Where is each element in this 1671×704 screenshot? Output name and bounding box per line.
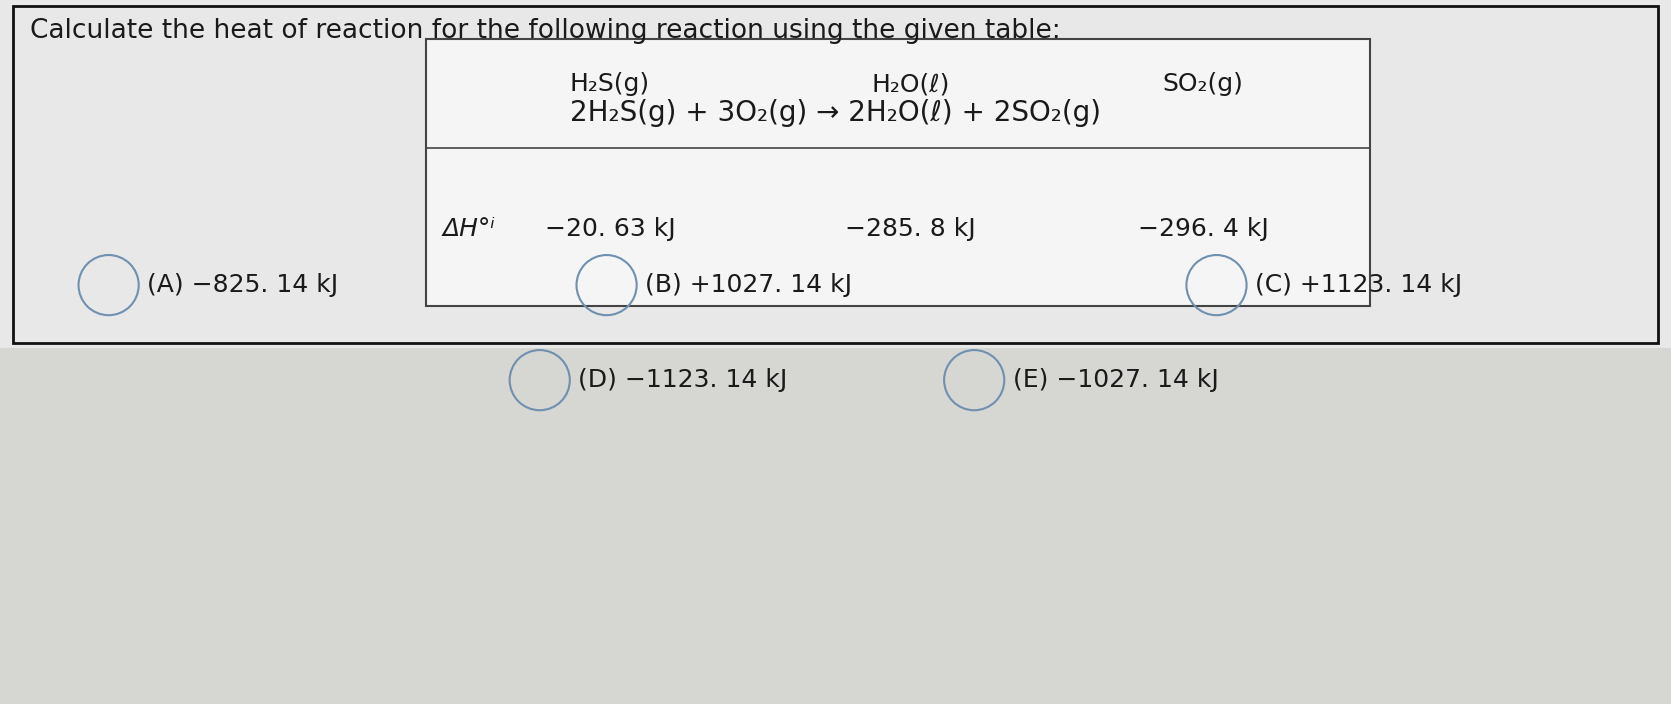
Text: (C) +1123. 14 kJ: (C) +1123. 14 kJ (1255, 273, 1462, 297)
Text: H₂O(ℓ): H₂O(ℓ) (872, 73, 949, 96)
Text: Calculate the heat of reaction for the following reaction using the given table:: Calculate the heat of reaction for the f… (30, 18, 1061, 44)
Bar (0, 348, 1671, 704)
Text: −20. 63 kJ: −20. 63 kJ (545, 217, 675, 241)
Text: (E) −1027. 14 kJ: (E) −1027. 14 kJ (1013, 368, 1218, 392)
Text: (A) −825. 14 kJ: (A) −825. 14 kJ (147, 273, 338, 297)
Text: H₂S(g): H₂S(g) (570, 73, 650, 96)
Text: −296. 4 kJ: −296. 4 kJ (1138, 217, 1268, 241)
Bar (0, 0, 1671, 348)
Text: (B) +1027. 14 kJ: (B) +1027. 14 kJ (645, 273, 852, 297)
Text: SO₂(g): SO₂(g) (1163, 73, 1243, 96)
Text: 2H₂S(g) + 3O₂(g) → 2H₂O(ℓ) + 2SO₂(g): 2H₂S(g) + 3O₂(g) → 2H₂O(ℓ) + 2SO₂(g) (570, 99, 1101, 127)
Text: ΔH°ⁱ: ΔH°ⁱ (443, 217, 496, 241)
Text: (D) −1123. 14 kJ: (D) −1123. 14 kJ (578, 368, 787, 392)
FancyBboxPatch shape (426, 39, 1370, 306)
Text: −285. 8 kJ: −285. 8 kJ (846, 217, 976, 241)
